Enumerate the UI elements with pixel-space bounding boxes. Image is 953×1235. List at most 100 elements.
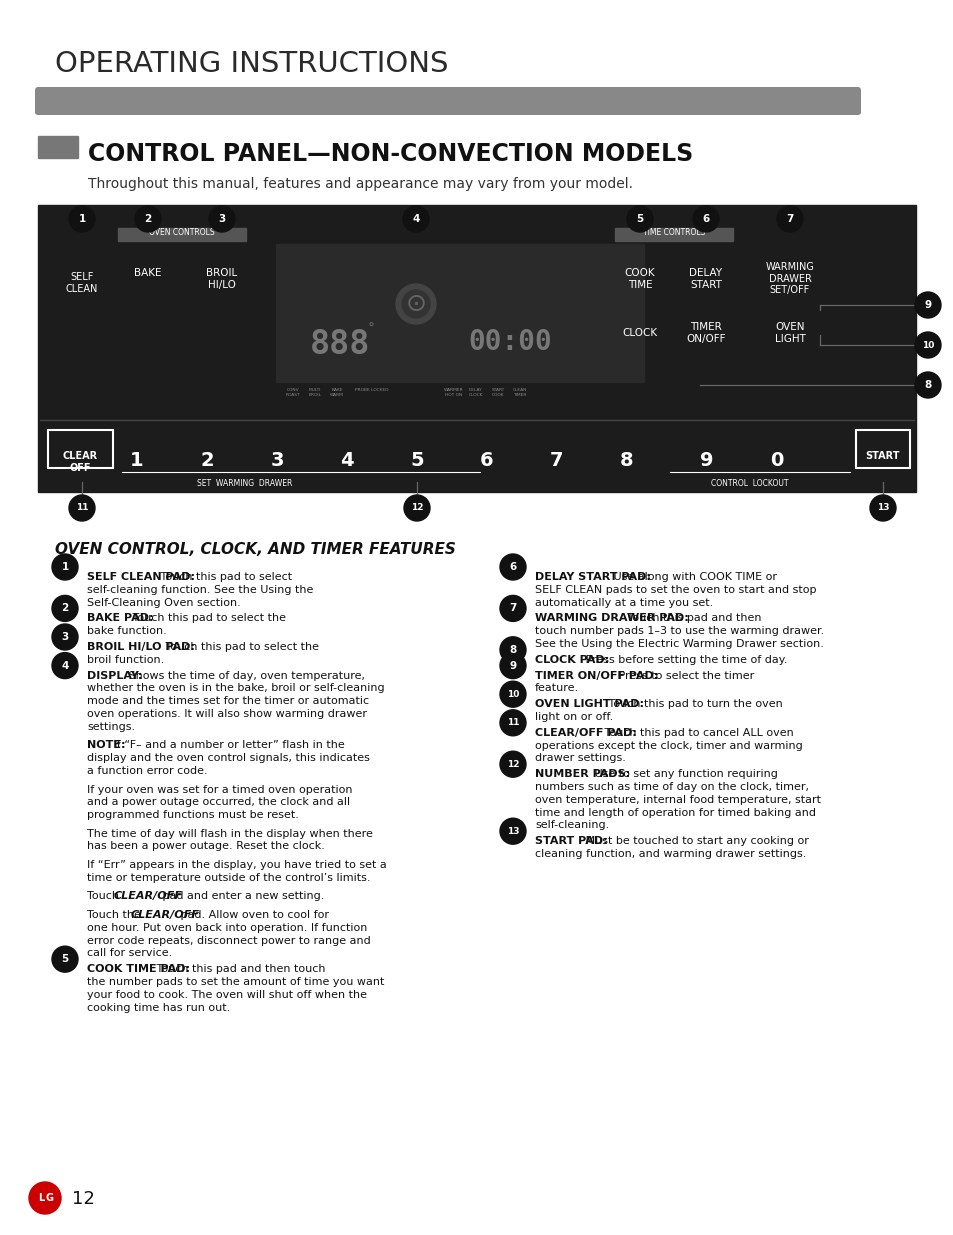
Text: whether the oven is in the bake, broil or self-cleaning: whether the oven is in the bake, broil o… [87, 683, 384, 693]
Text: OVEN CONTROLS: OVEN CONTROLS [149, 228, 214, 237]
Text: oven temperature, internal food temperature, start: oven temperature, internal food temperat… [535, 795, 821, 805]
Text: BROIL
HI/LO: BROIL HI/LO [206, 268, 237, 289]
Text: 11: 11 [75, 504, 89, 513]
Text: Must be touched to start any cooking or: Must be touched to start any cooking or [581, 836, 808, 846]
Circle shape [395, 284, 436, 324]
Text: TIMER
ON/OFF: TIMER ON/OFF [685, 322, 725, 343]
Text: OVEN CONTROL, CLOCK, AND TIMER FEATURES: OVEN CONTROL, CLOCK, AND TIMER FEATURES [55, 542, 456, 557]
Text: pad. Allow oven to cool for: pad. Allow oven to cool for [176, 910, 329, 920]
Text: drawer settings.: drawer settings. [535, 753, 625, 763]
Text: the number pads to set the amount of time you want: the number pads to set the amount of tim… [87, 977, 384, 987]
Text: BROIL HI/LO PAD:: BROIL HI/LO PAD: [87, 642, 194, 652]
Text: If “F– and a number or letter” flash in the: If “F– and a number or letter” flash in … [111, 740, 345, 751]
Text: 10: 10 [921, 341, 933, 350]
Bar [855, 430, 909, 468]
Text: SET  WARMING  DRAWER: SET WARMING DRAWER [197, 479, 293, 488]
Text: CLEAR/OFF: CLEAR/OFF [113, 892, 182, 902]
Text: WARMING
DRAWER
SET/OFF: WARMING DRAWER SET/OFF [764, 262, 814, 295]
Circle shape [499, 652, 525, 678]
Text: 6: 6 [509, 562, 517, 572]
Text: 2: 2 [200, 451, 213, 471]
Text: error code repeats, disconnect power to range and: error code repeats, disconnect power to … [87, 936, 371, 946]
Text: WARMING DRAWER PAD:: WARMING DRAWER PAD: [535, 614, 688, 624]
Circle shape [776, 206, 802, 232]
Text: bake function.: bake function. [87, 626, 167, 636]
Text: 0: 0 [769, 451, 782, 471]
Text: 10: 10 [506, 689, 518, 699]
Circle shape [869, 495, 895, 521]
Text: NUMBER PADS:: NUMBER PADS: [535, 769, 630, 779]
Text: 1: 1 [61, 562, 69, 572]
Circle shape [499, 819, 525, 845]
Text: Shows the time of day, oven temperature,: Shows the time of day, oven temperature, [125, 671, 364, 680]
Circle shape [499, 595, 525, 621]
Text: 7: 7 [550, 451, 563, 471]
Circle shape [402, 206, 429, 232]
Text: 4: 4 [340, 451, 354, 471]
Text: If your oven was set for a timed oven operation: If your oven was set for a timed oven op… [87, 784, 352, 794]
Bar [38, 136, 78, 158]
Text: 5: 5 [636, 214, 643, 224]
Bar [275, 245, 643, 382]
Text: 12: 12 [506, 760, 518, 768]
Text: BAKE
WARM: BAKE WARM [330, 388, 344, 396]
Text: time and length of operation for timed baking and: time and length of operation for timed b… [535, 808, 815, 818]
Circle shape [52, 595, 78, 621]
Text: CLEAR/OFF: CLEAR/OFF [131, 910, 200, 920]
Text: numbers such as time of day on the clock, timer,: numbers such as time of day on the clock… [535, 782, 808, 792]
Text: feature.: feature. [535, 683, 578, 693]
Text: BAKE: BAKE [134, 268, 162, 278]
Text: START PAD:: START PAD: [535, 836, 607, 846]
Text: 3: 3 [61, 632, 69, 642]
Circle shape [403, 495, 430, 521]
Text: Self-Cleaning Oven section.: Self-Cleaning Oven section. [87, 598, 240, 608]
Bar [615, 228, 732, 241]
Bar [118, 228, 246, 241]
Text: pad and enter a new setting.: pad and enter a new setting. [159, 892, 324, 902]
Text: 13: 13 [506, 826, 518, 836]
Circle shape [499, 682, 525, 708]
Circle shape [914, 372, 940, 398]
Text: 8: 8 [509, 645, 517, 655]
Text: Use to set any function requiring: Use to set any function requiring [591, 769, 778, 779]
Text: 1: 1 [130, 451, 144, 471]
Text: OVEN LIGHT PAD:: OVEN LIGHT PAD: [535, 699, 643, 709]
Text: Touch this pad and then touch: Touch this pad and then touch [152, 965, 325, 974]
Text: settings.: settings. [87, 721, 135, 732]
Text: 1: 1 [78, 214, 86, 224]
Text: 00:00: 00:00 [468, 329, 551, 356]
Text: Touch this pad and then: Touch this pad and then [623, 614, 761, 624]
Text: 3: 3 [218, 214, 226, 224]
Circle shape [499, 555, 525, 580]
Circle shape [52, 652, 78, 678]
Text: MULTI
BROIL: MULTI BROIL [308, 388, 321, 396]
Text: 4: 4 [61, 661, 69, 671]
Text: Touch this pad to turn the oven: Touch this pad to turn the oven [605, 699, 782, 709]
Text: oven operations. It will also show warming drawer: oven operations. It will also show warmi… [87, 709, 367, 719]
Circle shape [692, 206, 719, 232]
Text: 7: 7 [785, 214, 793, 224]
Text: Touch this pad to select the: Touch this pad to select the [130, 614, 286, 624]
Circle shape [209, 206, 234, 232]
Text: ⊙: ⊙ [405, 291, 426, 316]
Text: light on or off.: light on or off. [535, 713, 613, 722]
Text: START
COOK: START COOK [491, 388, 504, 396]
Text: touch number pads 1–3 to use the warming drawer.: touch number pads 1–3 to use the warming… [535, 626, 823, 636]
Text: Throughout this manual, features and appearance may vary from your model.: Throughout this manual, features and app… [88, 177, 633, 191]
Text: Touch the: Touch the [87, 910, 144, 920]
Text: and a power outage occurred, the clock and all: and a power outage occurred, the clock a… [87, 798, 350, 808]
Text: self-cleaning.: self-cleaning. [535, 820, 609, 830]
Text: DELAY START PAD:: DELAY START PAD: [535, 572, 650, 582]
Circle shape [29, 1182, 61, 1214]
Text: 6: 6 [479, 451, 494, 471]
Text: automatically at a time you set.: automatically at a time you set. [535, 598, 713, 608]
Text: START: START [864, 451, 900, 461]
Text: 2: 2 [61, 604, 69, 614]
Text: 8: 8 [923, 380, 931, 390]
Text: OPERATING INSTRUCTIONS: OPERATING INSTRUCTIONS [55, 49, 448, 78]
Text: DELAY
START: DELAY START [689, 268, 721, 289]
Text: PROBE LOCKED: PROBE LOCKED [355, 388, 388, 391]
Text: 9: 9 [509, 661, 516, 671]
Text: DISPLAY:: DISPLAY: [87, 671, 142, 680]
Text: OVEN
LIGHT: OVEN LIGHT [774, 322, 804, 343]
